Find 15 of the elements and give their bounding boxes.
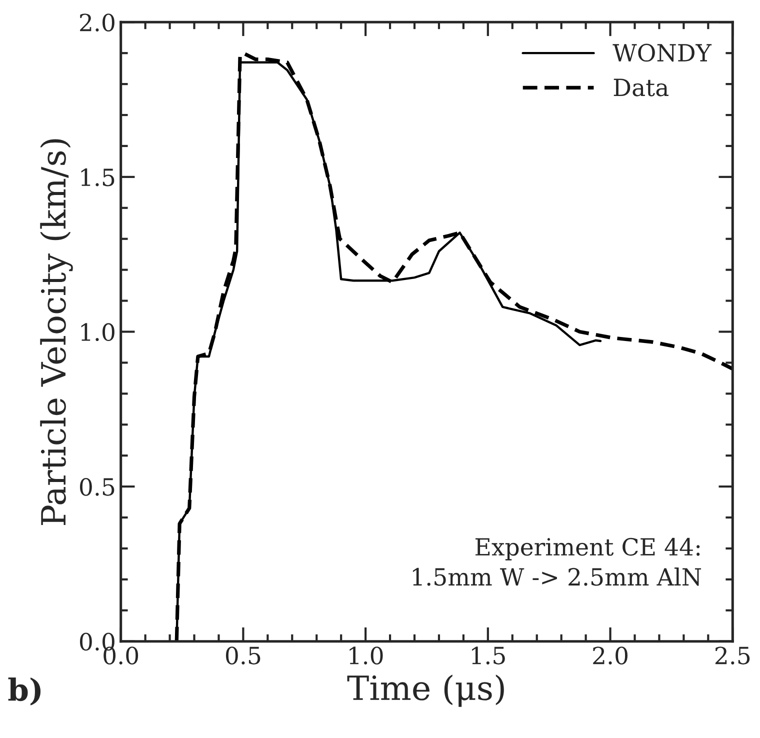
x-tick-label: 2.0 [593, 646, 628, 664]
legend-label: Data [614, 78, 668, 96]
annotation: Experiment CE 44: 1.5mm W -> 2.5mm AlN [412, 538, 702, 586]
x-axis-title: Time (μs) [347, 674, 504, 707]
y-axis-title: Particle Velocity (km/s) [40, 139, 73, 526]
y-tick-label: 0.5 [80, 478, 114, 496]
legend-label: WONDY [612, 44, 712, 62]
y-tick-label: 1.0 [81, 323, 114, 342]
x-tick-label: 1.0 [350, 646, 383, 664]
y-tick-label: 1.5 [81, 168, 114, 186]
x-tick-label: 0.5 [226, 646, 260, 664]
x-tick-label: 1.5 [472, 646, 505, 664]
text: b) [8, 677, 41, 706]
x-tick-label: 2.5 [715, 646, 750, 664]
y-tick-label: 2.0 [80, 14, 114, 32]
